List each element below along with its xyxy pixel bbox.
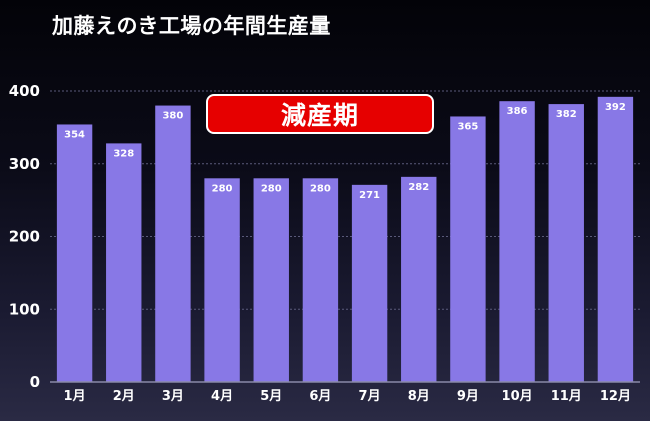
data-label: 386 [507,106,528,117]
y-tick-label: 300 [9,155,40,173]
x-tick-label: 2月 [113,389,135,404]
x-tick-label: 12月 [600,389,631,404]
reduced-production-annotation: 減産期 [206,94,434,134]
data-label: 280 [310,183,331,194]
bar-8 [401,176,437,382]
data-label: 280 [261,183,282,194]
x-tick-label: 6月 [309,389,331,404]
bar-11 [548,104,584,382]
data-label: 382 [556,109,577,120]
data-label: 354 [64,129,85,140]
y-axis-ticks: 0 100 200 300 400 [9,82,40,391]
x-tick-label: 3月 [162,389,184,404]
x-tick-label: 1月 [64,389,86,404]
data-label: 328 [113,148,134,159]
data-label: 282 [408,182,429,193]
x-tick-label: 7月 [359,389,381,404]
x-tick-label: 10月 [502,389,533,404]
bar-10 [499,101,535,382]
y-tick-label: 100 [9,300,40,318]
bar-12 [597,96,634,382]
bar-2 [106,143,142,382]
x-tick-label: 8月 [408,389,430,404]
x-axis-ticks: 1月 2月 3月 4月 5月 6月 7月 8月 9月 10月 11月 12月 [64,389,631,404]
data-label: 365 [457,121,478,132]
data-label: 280 [212,183,233,194]
data-label: 380 [162,111,183,122]
y-tick-label: 0 [30,373,40,391]
data-label: 271 [359,190,380,201]
bar-5 [253,178,289,382]
y-tick-label: 200 [9,228,40,246]
x-tick-label: 9月 [457,389,479,404]
bar-9 [450,116,486,383]
bar-7 [351,184,388,382]
x-tick-label: 5月 [260,389,282,404]
chart-title: 加藤えのき工場の年間生産量 [52,14,331,38]
x-tick-label: 11月 [551,389,582,404]
bar-3 [155,105,191,383]
bar-6 [302,178,339,382]
bars [56,96,634,383]
y-tick-label: 400 [9,82,40,100]
x-tick-label: 4月 [211,389,233,404]
bar-1 [56,124,93,382]
bar-4 [204,178,240,382]
data-label: 392 [605,102,626,113]
data-labels: 354 328 380 280 280 280 271 282 365 386 382 392 [64,102,626,201]
